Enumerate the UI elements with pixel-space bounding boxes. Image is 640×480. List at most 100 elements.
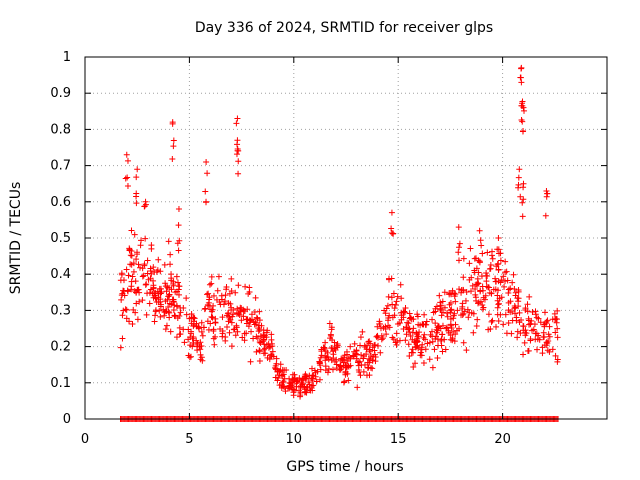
data-point (544, 317, 551, 324)
data-point (135, 261, 142, 268)
data-point (388, 209, 395, 216)
data-point (312, 373, 319, 380)
data-point (199, 332, 206, 339)
data-point (455, 257, 462, 264)
x-tick-label: 5 (185, 432, 193, 447)
data-point (479, 302, 486, 309)
data-point (223, 286, 230, 293)
data-point (359, 328, 366, 335)
data-point (522, 305, 529, 312)
data-point (519, 199, 526, 206)
data-point (388, 230, 395, 237)
data-point (303, 389, 310, 396)
data-point (489, 317, 496, 324)
data-point (374, 332, 381, 339)
data-point (337, 362, 344, 369)
data-point (324, 349, 331, 356)
data-point (394, 338, 401, 345)
data-point (529, 309, 536, 316)
data-point (227, 300, 234, 307)
data-point (393, 298, 400, 305)
data-point (357, 334, 364, 341)
data-point (554, 307, 561, 314)
data-point (141, 203, 148, 210)
data-point (437, 306, 444, 313)
data-point (537, 319, 544, 326)
data-point (232, 289, 239, 296)
data-point (262, 345, 269, 352)
data-point (128, 278, 135, 285)
data-point (503, 330, 510, 337)
data-point (371, 342, 378, 349)
data-point (176, 237, 183, 244)
data-point (253, 314, 260, 321)
data-point (500, 321, 507, 328)
data-point (175, 206, 182, 213)
data-point (385, 293, 392, 300)
data-point (152, 308, 159, 315)
data-point (520, 196, 527, 203)
data-point (246, 284, 253, 291)
data-point (187, 342, 194, 349)
data-point (513, 317, 520, 324)
x-tick-label: 10 (286, 432, 303, 447)
data-point (204, 170, 211, 177)
data-point (384, 302, 391, 309)
data-point (204, 318, 211, 325)
data-point (389, 301, 396, 308)
data-point (448, 306, 455, 313)
data-point (439, 348, 446, 355)
data-point (449, 335, 456, 342)
data-point (449, 287, 456, 294)
data-point (551, 310, 558, 317)
data-point (441, 289, 448, 296)
data-point (447, 309, 454, 316)
data-point (131, 287, 138, 294)
data-point (212, 319, 219, 326)
data-point (128, 286, 135, 293)
data-point (203, 158, 210, 165)
data-point (366, 359, 373, 366)
data-point (197, 339, 204, 346)
data-point (250, 318, 257, 325)
data-point (484, 249, 491, 256)
data-point (490, 286, 497, 293)
data-point (146, 300, 153, 307)
data-point (260, 327, 267, 334)
data-point (240, 313, 247, 320)
data-point (382, 326, 389, 333)
data-point (166, 291, 173, 298)
data-point (385, 315, 392, 322)
data-point (331, 358, 338, 365)
data-point (433, 326, 440, 333)
data-point (375, 342, 382, 349)
data-point (512, 304, 519, 311)
x-tick-label: 0 (81, 432, 89, 447)
data-point (133, 289, 140, 296)
data-point (487, 265, 494, 272)
data-point (235, 282, 242, 289)
data-point (519, 118, 526, 125)
data-point (403, 331, 410, 338)
data-point (308, 375, 315, 382)
data-point (434, 327, 441, 334)
data-point (144, 257, 151, 264)
data-point (127, 261, 134, 268)
data-point (256, 322, 263, 329)
data-point (494, 287, 501, 294)
data-point (201, 324, 208, 331)
data-point (367, 364, 374, 371)
data-point (173, 334, 180, 341)
data-point (289, 386, 296, 393)
data-point (222, 337, 229, 344)
data-point (275, 375, 282, 382)
data-point (119, 312, 126, 319)
data-point (390, 290, 397, 297)
data-point (520, 323, 527, 330)
data-point (445, 329, 452, 336)
data-point (466, 260, 473, 267)
data-point (185, 326, 192, 333)
data-point (290, 389, 297, 396)
data-point (325, 365, 332, 372)
data-point (284, 385, 291, 392)
